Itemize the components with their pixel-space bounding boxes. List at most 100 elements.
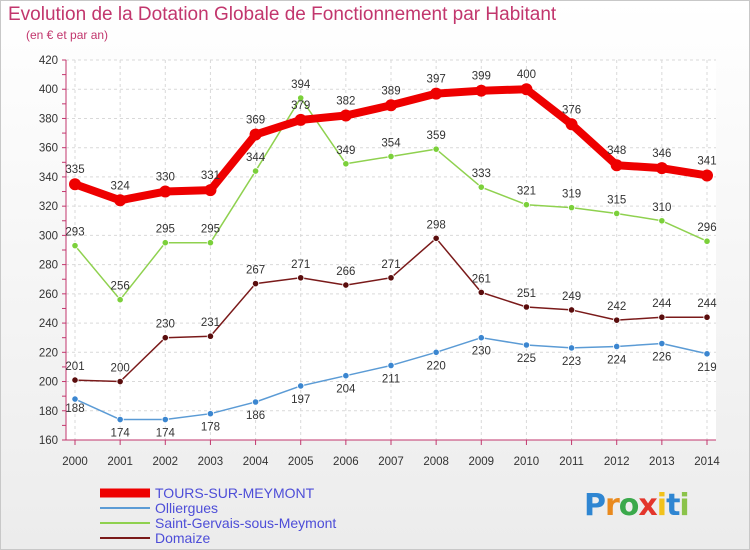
- data-label: 251: [517, 288, 536, 300]
- chart-title: Evolution de la Dotation Globale de Fonc…: [8, 4, 557, 25]
- y-tick-label: 180: [39, 406, 58, 418]
- data-label: 244: [652, 298, 672, 310]
- data-point: [387, 274, 395, 282]
- data-label: 256: [111, 281, 130, 293]
- data-point: [251, 167, 260, 175]
- x-tick-label: 2004: [243, 456, 269, 468]
- data-label: 344: [246, 152, 266, 164]
- proxiti-logo: Proxiti: [584, 488, 690, 523]
- data-label: 295: [201, 224, 220, 236]
- data-point: [613, 342, 621, 351]
- data-point: [251, 280, 260, 288]
- x-tick-label: 2002: [152, 456, 178, 468]
- data-label: 333: [472, 168, 491, 180]
- x-tick-label: 2005: [288, 456, 314, 468]
- data-label: 224: [607, 354, 627, 366]
- logo-letter: t: [666, 488, 680, 523]
- y-tick-label: 400: [39, 84, 58, 96]
- y-tick-label: 300: [39, 230, 58, 242]
- y-tick-label: 200: [39, 377, 58, 389]
- data-label: 226: [652, 352, 671, 364]
- data-point: [565, 118, 578, 131]
- data-point: [703, 313, 711, 321]
- data-point: [477, 183, 485, 191]
- data-label: 379: [291, 100, 310, 112]
- data-label: 382: [336, 96, 355, 108]
- data-point: [385, 99, 397, 112]
- data-point: [522, 341, 531, 349]
- data-label: 400: [517, 69, 536, 81]
- data-label: 200: [111, 363, 130, 375]
- data-point: [703, 237, 711, 245]
- data-point: [116, 296, 124, 304]
- data-label: 394: [291, 79, 311, 91]
- data-label: 249: [562, 291, 581, 303]
- legend-label: Olliergues: [155, 500, 218, 516]
- x-tick-label: 2008: [423, 456, 449, 468]
- legend-label: Domaize: [155, 530, 210, 546]
- legend-label: Saint-Gervais-sous-Meymont: [155, 515, 336, 531]
- data-point: [294, 113, 307, 126]
- data-label: 335: [65, 164, 84, 176]
- data-point: [297, 382, 305, 390]
- data-point: [249, 128, 262, 141]
- data-point: [567, 204, 576, 212]
- x-tick-label: 2007: [378, 456, 404, 468]
- data-label: 399: [472, 71, 491, 83]
- data-label: 293: [65, 227, 84, 239]
- data-point: [477, 334, 485, 342]
- data-point: [475, 84, 488, 97]
- logo-letter: r: [605, 488, 620, 523]
- data-label: 219: [697, 362, 716, 374]
- data-label: 230: [156, 319, 175, 331]
- data-point: [613, 316, 621, 324]
- chart-subtitle: (en € et par an): [26, 28, 109, 42]
- data-point: [71, 376, 79, 384]
- data-point: [339, 109, 352, 122]
- data-point: [567, 344, 576, 352]
- data-label: 197: [291, 394, 310, 406]
- legend-label: TOURS-SUR-MEYMONT: [155, 485, 315, 501]
- data-point: [432, 145, 440, 153]
- x-tick-label: 2006: [333, 456, 359, 468]
- x-tick-label: 2000: [62, 456, 88, 468]
- data-point: [204, 184, 217, 197]
- y-tick-label: 320: [39, 201, 58, 213]
- x-tick-label: 2014: [694, 456, 720, 468]
- data-point: [342, 281, 350, 289]
- data-point: [658, 313, 666, 321]
- data-label: 174: [111, 428, 131, 440]
- y-tick-label: 360: [39, 143, 58, 155]
- data-label: 188: [65, 403, 84, 415]
- data-label: 223: [562, 356, 581, 368]
- data-point: [71, 242, 79, 250]
- data-label: 324: [111, 180, 131, 192]
- data-point: [161, 239, 169, 247]
- data-point: [567, 306, 576, 314]
- x-tick-label: 2011: [559, 456, 584, 468]
- data-point: [206, 410, 215, 418]
- data-point: [116, 415, 124, 424]
- data-label: 376: [562, 104, 581, 116]
- data-label: 348: [607, 145, 626, 157]
- data-label: 244: [697, 298, 717, 310]
- data-label: 296: [697, 222, 716, 234]
- logo-letter: P: [584, 488, 606, 523]
- data-point: [251, 398, 260, 406]
- data-label: 349: [336, 145, 355, 157]
- y-tick-label: 160: [39, 435, 58, 447]
- y-tick-label: 220: [39, 347, 58, 359]
- data-point: [430, 87, 443, 100]
- data-point: [69, 178, 81, 191]
- data-label: 230: [472, 346, 491, 358]
- data-point: [613, 209, 621, 218]
- data-point: [477, 288, 485, 296]
- data-label: 271: [291, 259, 310, 271]
- data-label: 204: [336, 384, 356, 396]
- data-label: 331: [201, 170, 220, 182]
- logo-letter: i: [656, 488, 667, 523]
- data-point: [522, 201, 531, 209]
- y-tick-label: 380: [39, 113, 58, 125]
- data-point: [71, 395, 79, 403]
- y-tick-label: 260: [39, 289, 58, 301]
